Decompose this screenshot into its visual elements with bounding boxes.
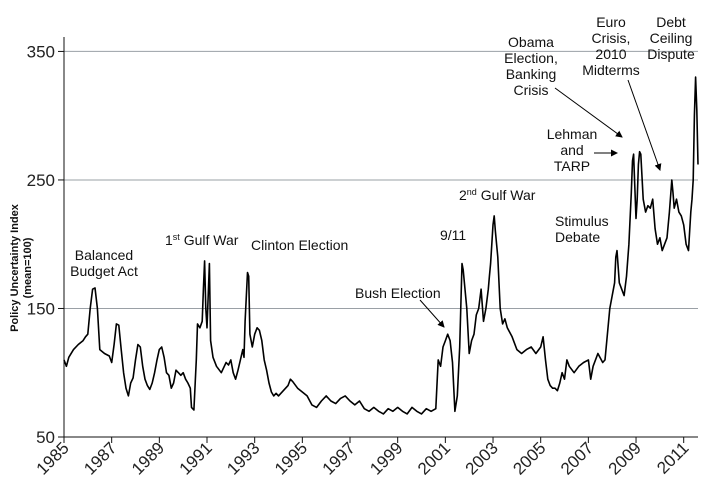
y-tick-label: 250 <box>27 171 55 190</box>
annotation-lehman: Lehman and TARP <box>547 126 598 174</box>
annotation-obama: Obama Election, Banking Crisis <box>504 34 558 98</box>
annotation-stimulus: Stimulus Debate <box>555 213 609 245</box>
axes <box>63 37 698 438</box>
y-axis-title-line1: Policy Uncertainty Index <box>9 203 21 332</box>
annotation-euro-line2: Crisis, <box>592 30 631 46</box>
annotation-lehman-line2: and <box>560 142 583 158</box>
annotation-debt-ceiling-line1: Debt <box>656 14 686 30</box>
annotation-stimulus-line1: Stimulus <box>555 213 609 229</box>
annotation-lehman-line1: Lehman <box>547 126 598 142</box>
annotation-nine-eleven: 9/11 <box>440 227 466 243</box>
annotation-obama-line3: Banking <box>506 66 557 82</box>
annotation-obama-line2: Election, <box>504 50 558 66</box>
series-line <box>63 76 699 415</box>
annotation-euro-line1: Euro <box>596 14 626 30</box>
arrow-bush-election <box>419 299 445 328</box>
annotation-euro: Euro Crisis, 2010 Midterms <box>582 14 640 78</box>
annotation-obama-line4: Crisis <box>514 82 549 98</box>
annotation-euro-line4: Midterms <box>582 62 640 78</box>
annotation-balanced-budget: Balanced Budget Act <box>70 247 138 279</box>
annotation-debt-ceiling-line2: Ceiling <box>650 30 693 46</box>
annotation-obama-line1: Obama <box>508 34 554 50</box>
annotation-lehman-line3: TARP <box>554 158 590 174</box>
y-axis-title-line2: (mean=100) <box>22 237 34 298</box>
annotation-debt-ceiling-line3: Dispute <box>647 46 695 62</box>
annotation-gulf-war-1: 1st Gulf War <box>165 232 239 248</box>
y-ticks: 50 150 250 350 <box>27 42 64 447</box>
annotation-balanced-budget-line2: Budget Act <box>70 263 138 279</box>
arrow-euro <box>627 79 662 171</box>
annotation-stimulus-line2: Debate <box>555 229 600 245</box>
y-tick-label: 150 <box>27 299 55 318</box>
arrow-obama <box>554 87 623 138</box>
annotation-euro-line3: 2010 <box>595 46 626 62</box>
annotation-balanced-budget-line1: Balanced <box>75 247 133 263</box>
annotation-gulf-war-2: 2nd Gulf War <box>459 187 536 203</box>
y-tick-label: 50 <box>36 428 55 447</box>
y-axis-title: Policy Uncertainty Index (mean=100) <box>9 203 34 332</box>
annotation-clinton-election: Clinton Election <box>251 237 348 253</box>
annotation-debt-ceiling: Debt Ceiling Dispute <box>647 14 695 62</box>
y-tick-label: 350 <box>27 42 55 61</box>
annotation-bush-election: Bush Election <box>355 285 441 301</box>
